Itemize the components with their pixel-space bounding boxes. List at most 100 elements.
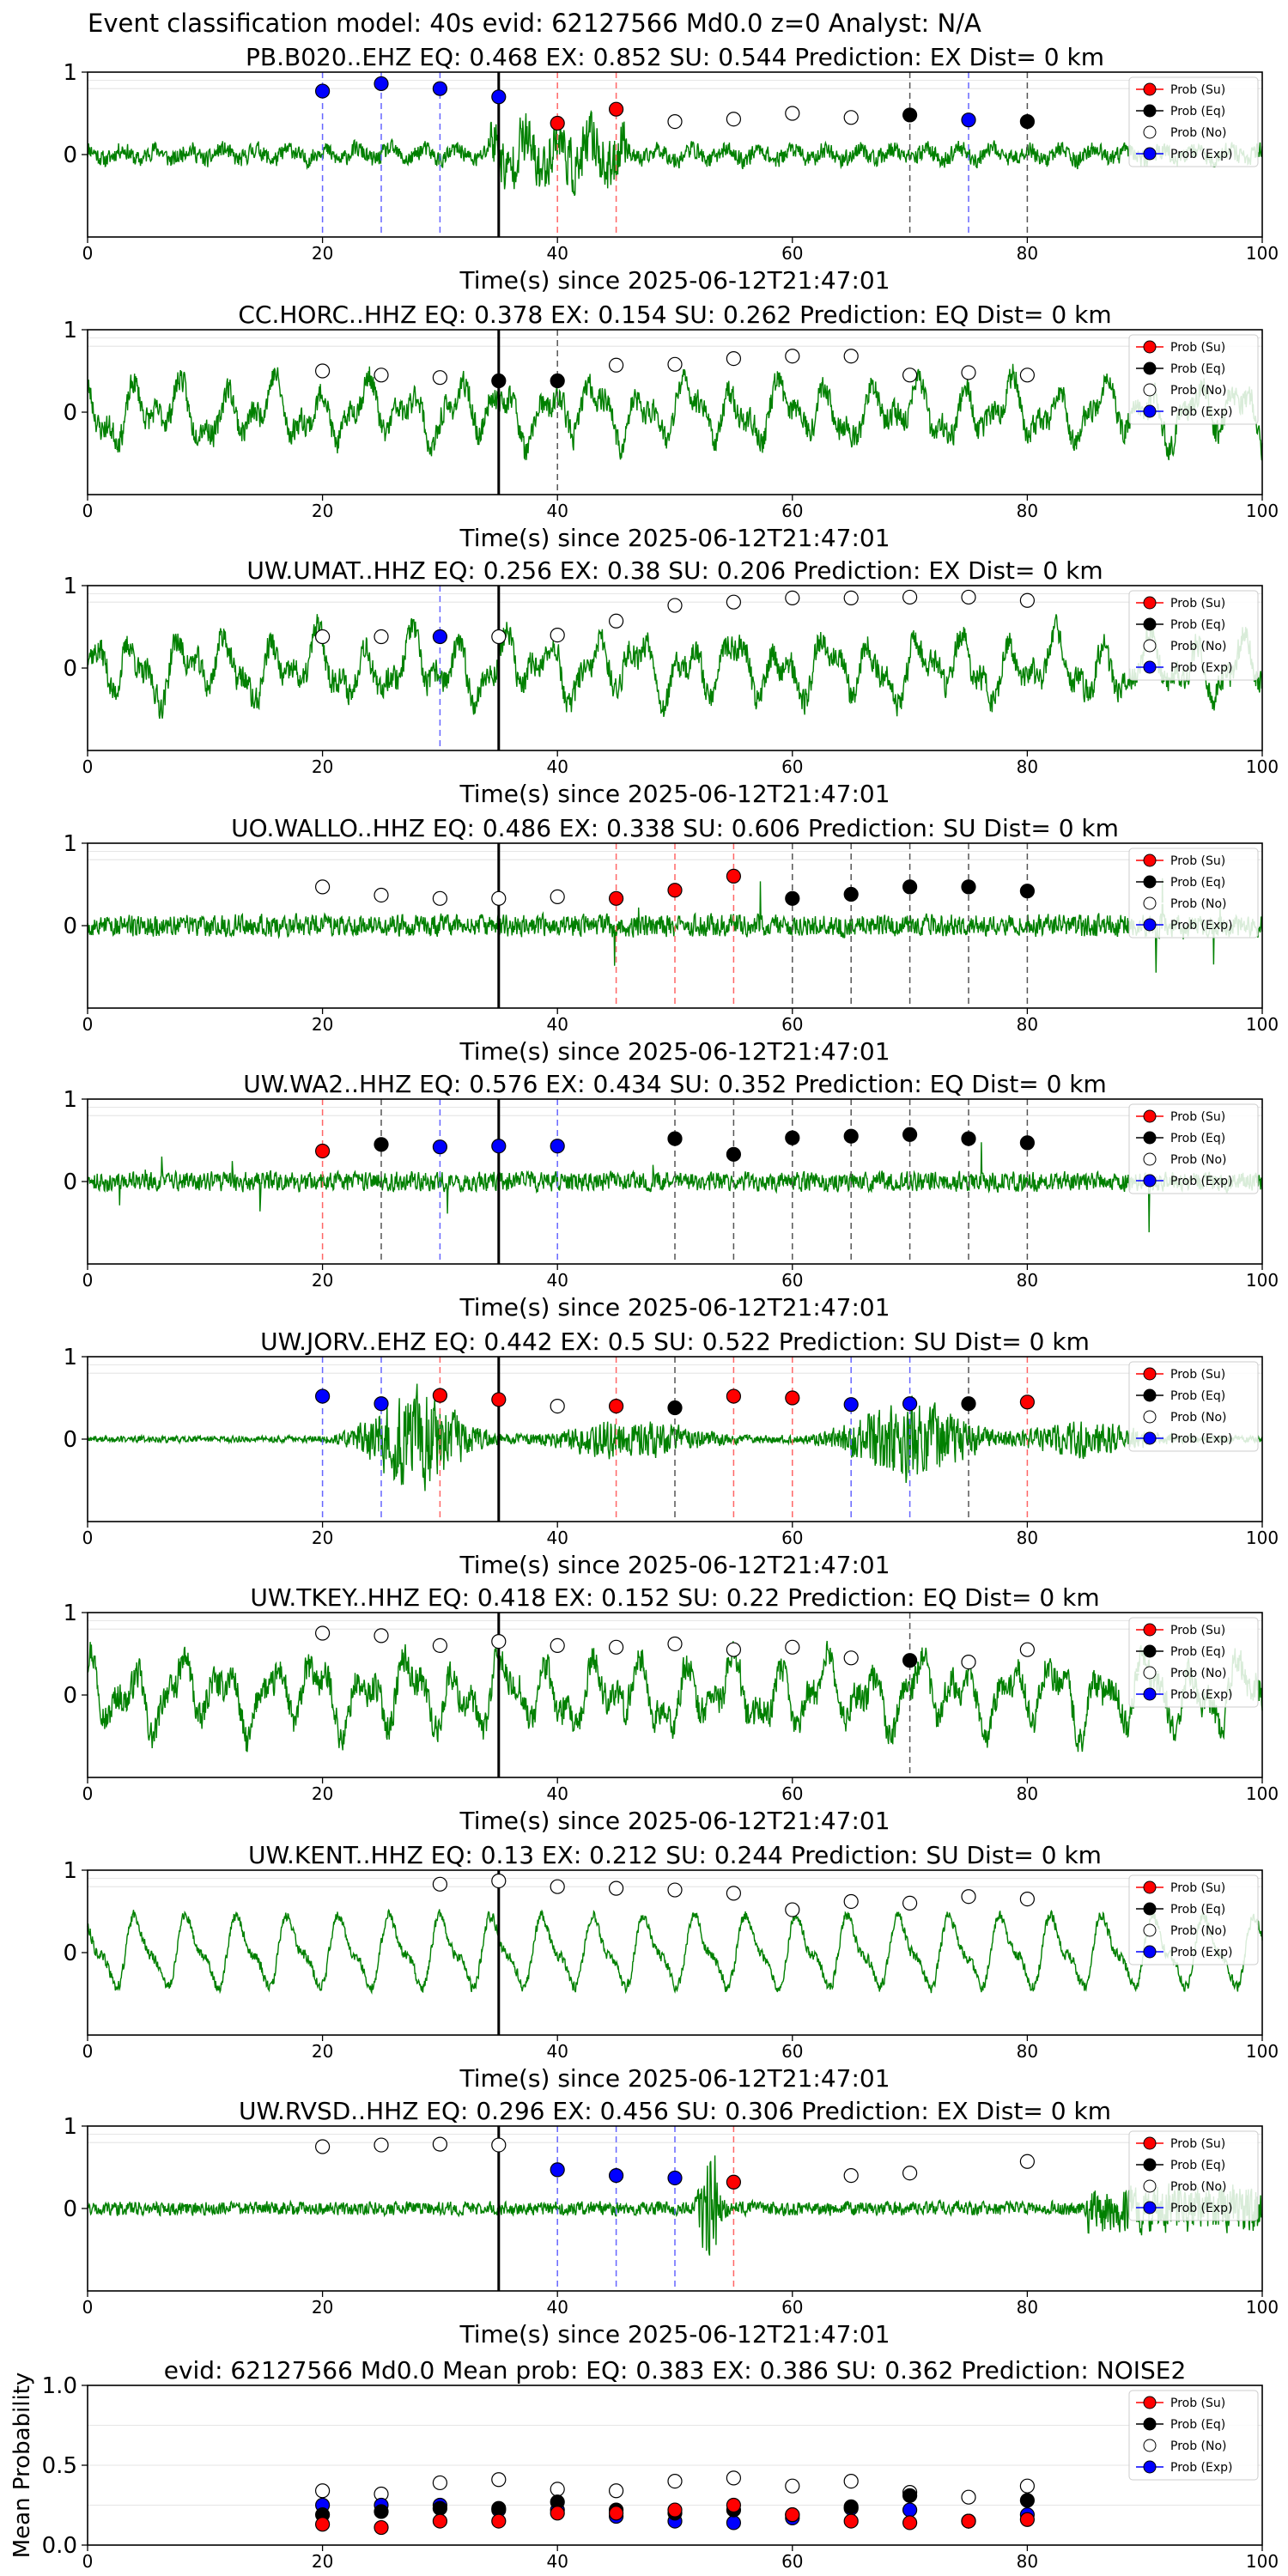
mean-point-no	[550, 2482, 565, 2497]
legend-marker	[1143, 383, 1157, 397]
panel-title: UW.UMAT..HHZ EQ: 0.256 EX: 0.38 SU: 0.20…	[246, 556, 1103, 585]
legend-marker	[1143, 1431, 1157, 1445]
panel-title: CC.HORC..HHZ EQ: 0.378 EX: 0.154 SU: 0.2…	[238, 301, 1111, 329]
prob-point-su	[726, 868, 742, 884]
legend-marker	[1143, 1109, 1157, 1123]
prob-point-exp	[374, 1396, 389, 1412]
legend-label: Prob (Eq)	[1170, 105, 1225, 118]
prob-point-no	[432, 2136, 448, 2152]
prob-point-su	[608, 890, 624, 906]
prob-point-no	[491, 1633, 507, 1649]
prob-point-no	[785, 349, 800, 364]
x-tick-label: 60	[781, 1783, 803, 1804]
x-tick-label: 60	[781, 243, 803, 264]
legend-label: Prob (Eq)	[1170, 362, 1225, 376]
panel-title: UW.RVSD..HHZ EQ: 0.296 EX: 0.456 SU: 0.3…	[239, 2097, 1111, 2125]
prob-point-no	[785, 1902, 800, 1917]
legend-label: Prob (Su)	[1170, 1624, 1225, 1637]
y-tick-label: 0	[63, 914, 77, 939]
y-axis-label: Mean Probability	[9, 2372, 35, 2559]
x-axis-label: Time(s) since 2025-06-12T21:47:01	[459, 1037, 890, 1066]
mean-point-su	[608, 2506, 624, 2521]
legend-marker	[1143, 1644, 1157, 1658]
x-tick-label: 0	[82, 501, 94, 521]
figure-suptitle: Event classification model: 40s evid: 62…	[88, 9, 981, 38]
x-tick-label: 40	[546, 1014, 568, 1035]
prob-point-exp	[315, 83, 331, 99]
panel-title: UW.WA2..HHZ EQ: 0.576 EX: 0.434 SU: 0.35…	[243, 1070, 1107, 1098]
prob-point-no	[315, 1625, 331, 1641]
prob-point-eq	[902, 1653, 918, 1668]
prob-point-exp	[961, 112, 976, 128]
x-tick-label: 0	[82, 1014, 94, 1035]
prob-point-no	[1019, 1642, 1036, 1657]
prob-point-no	[550, 1879, 565, 1894]
legend-marker	[1143, 1923, 1157, 1937]
prob-point-no	[315, 629, 331, 645]
prob-point-no	[491, 629, 507, 645]
prob-point-no	[550, 1637, 565, 1654]
y-tick-label: 1	[63, 318, 77, 343]
panel-title: UW.TKEY..HHZ EQ: 0.418 EX: 0.152 SU: 0.2…	[250, 1583, 1099, 1612]
x-tick-label: 100	[1246, 2551, 1279, 2572]
waveform-trace	[87, 1908, 1263, 1995]
legend-label: Prob (Eq)	[1170, 1389, 1225, 1403]
legend-frame	[1128, 2390, 1259, 2481]
prob-point-no	[726, 594, 742, 610]
mean-point-eq	[374, 2504, 389, 2519]
prob-point-eq	[785, 1130, 800, 1145]
legend-marker	[1143, 2417, 1157, 2431]
panel-title: evid: 62127566 Md0.0 Mean prob: EQ: 0.38…	[164, 2356, 1187, 2385]
legend-marker	[1143, 2179, 1157, 2193]
x-tick-label: 60	[781, 1270, 803, 1291]
legend-label: Prob (No)	[1170, 1667, 1227, 1680]
y-tick-label: 1	[63, 1858, 77, 1884]
prob-point-no	[902, 1895, 918, 1911]
legend-marker	[1143, 1367, 1157, 1381]
mean-point-su	[491, 2513, 507, 2529]
panel-0: PB.B020..EHZ EQ: 0.468 EX: 0.852 SU: 0.5…	[63, 43, 1279, 295]
mean-point-eq	[1019, 2493, 1036, 2508]
y-tick-label: 1	[63, 1601, 77, 1626]
x-axis-label: Time(s) since 2025-06-12T21:47:01	[459, 780, 890, 808]
x-tick-label: 40	[546, 2041, 568, 2062]
prob-point-su	[550, 115, 565, 131]
prob-point-no	[374, 2137, 389, 2153]
x-tick-label: 60	[781, 2551, 803, 2572]
mean-point-su	[902, 2515, 918, 2530]
legend-frame	[1128, 334, 1259, 425]
legend-frame	[1128, 2130, 1259, 2221]
legend-8: Prob (Su) Prob (Eq) Prob (No) Prob (Exp)	[1128, 2130, 1259, 2221]
prob-point-su	[785, 1390, 800, 1406]
prob-point-exp	[315, 1388, 331, 1404]
legend-marker	[1143, 147, 1157, 161]
legend-marker	[1143, 2460, 1157, 2474]
x-tick-label: 20	[312, 1783, 333, 1804]
prob-point-exp	[667, 2170, 683, 2186]
x-tick-label: 80	[1017, 2551, 1038, 2572]
legend-marker	[1143, 854, 1157, 867]
prob-point-no	[491, 890, 507, 906]
panel-4: UW.WA2..HHZ EQ: 0.576 EX: 0.434 SU: 0.35…	[63, 1070, 1279, 1321]
y-tick-label: 0	[63, 400, 77, 426]
prob-point-exp	[432, 629, 448, 645]
legend-marker	[1143, 2136, 1157, 2150]
prob-point-no	[667, 598, 683, 613]
x-axis-label: Time(s) since 2025-06-12T21:47:01	[459, 1293, 890, 1321]
x-axis-label: Time(s) since 2025-06-12T21:47:01	[459, 1807, 890, 1835]
mean-point-su	[315, 2517, 331, 2532]
prob-point-eq	[1019, 1135, 1036, 1151]
waveform-trace	[87, 2155, 1263, 2256]
x-tick-label: 100	[1246, 1528, 1279, 1548]
x-tick-label: 80	[1017, 501, 1038, 521]
prob-point-no	[550, 1398, 565, 1414]
x-axis-label: Time(s) since 2025-06-12T21:47:01	[459, 2064, 890, 2093]
legend-marker	[1143, 596, 1157, 610]
panel-8: UW.RVSD..HHZ EQ: 0.296 EX: 0.456 SU: 0.3…	[63, 2097, 1279, 2348]
x-tick-label: 100	[1246, 1270, 1279, 1291]
legend-frame	[1128, 1874, 1259, 1965]
legend-marker	[1143, 82, 1157, 96]
mean-point-no	[1019, 2478, 1036, 2494]
prob-point-su	[726, 2174, 742, 2190]
prob-point-eq	[902, 879, 918, 895]
